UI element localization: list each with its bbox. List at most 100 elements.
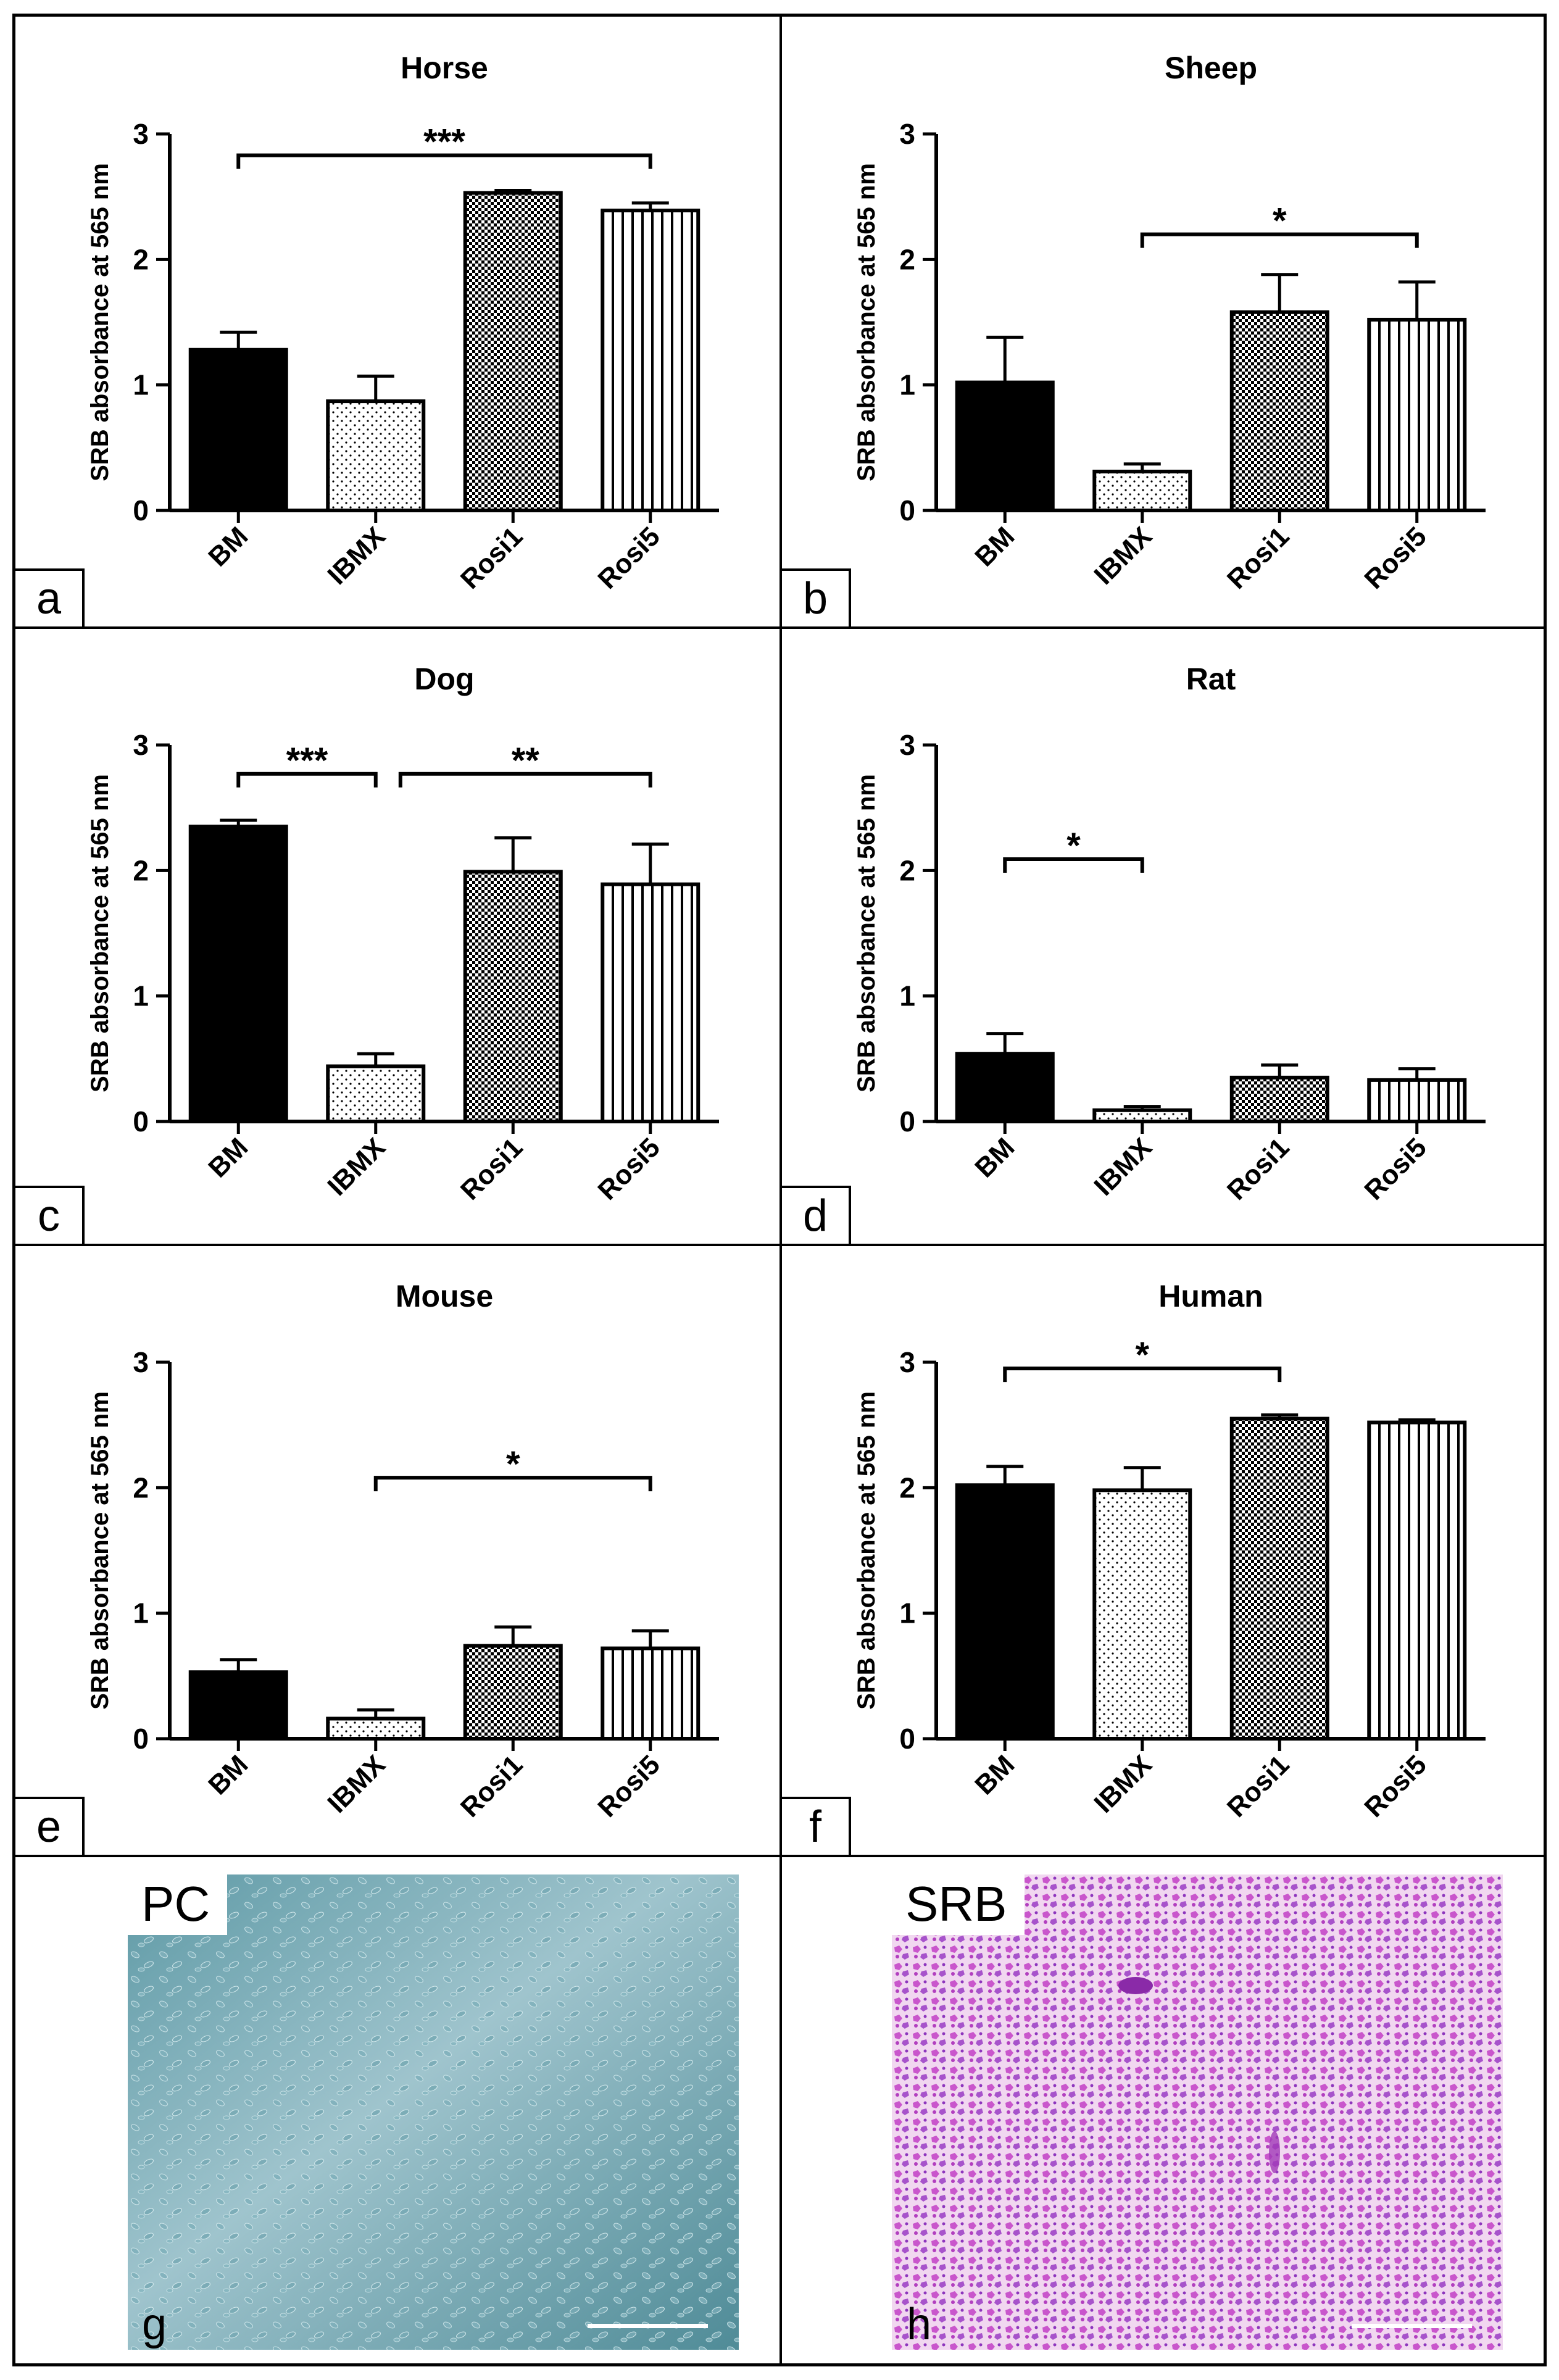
srb-stained-graphic	[892, 1874, 1503, 2350]
x-tick-label: Rosi5	[592, 1749, 665, 1823]
bar-ibmx	[326, 399, 426, 512]
significance-label: *	[1273, 201, 1287, 241]
x-tick-label: Rosi1	[1221, 1132, 1295, 1205]
panel-letter-d: d	[782, 1186, 851, 1245]
y-axis-label: SRB absorbance at 565 nm	[86, 163, 114, 481]
phase-contrast-image: PC	[128, 1874, 739, 2350]
y-axis-label: SRB absorbance at 565 nm	[853, 774, 880, 1092]
y-tick-label: 0	[133, 1105, 149, 1138]
y-tick-label: 0	[899, 1105, 915, 1138]
bar-ibmx	[1092, 469, 1192, 513]
bar-chart: Human SRB absorbance at 565 nm 0 1 2 3 BM IBMX R…	[853, 1279, 1486, 1823]
significance-label: ***	[286, 741, 328, 781]
scale-bar	[1352, 2324, 1472, 2328]
bar-chart: Mouse SRB absorbance at 565 nm 0 1 2 3 BM IBMX R…	[86, 1279, 719, 1823]
x-tick-label: Rosi1	[455, 1132, 528, 1205]
bar-chart: Sheep SRB absorbance at 565 nm 0 1 2 3 BM IBMX R…	[853, 51, 1486, 595]
srb-stained-image: SRB	[892, 1874, 1503, 2350]
significance-bracket	[1140, 232, 1419, 248]
x-tick-label: Rosi5	[592, 521, 665, 594]
y-tick-label: 2	[899, 854, 915, 886]
bar-ibmx	[326, 1716, 426, 1741]
x-tick-label: BM	[202, 1749, 254, 1800]
chart-title: Mouse	[396, 1279, 493, 1313]
panel-letter-c: c	[15, 1186, 85, 1245]
panel-letter-g: g	[142, 2300, 167, 2349]
x-tick-label: Rosi5	[1358, 1749, 1432, 1823]
bar-rosi1	[463, 1644, 563, 1741]
chart-title: Dog	[414, 662, 474, 696]
y-tick-label: 1	[899, 1597, 915, 1629]
bar-chart: Dog SRB absorbance at 565 nm 0 1 2 3 BM IBMX Ros…	[86, 662, 719, 1206]
y-tick-label: 1	[133, 369, 149, 401]
x-tick-label: Rosi5	[1358, 521, 1432, 594]
x-tick-label: Rosi1	[1221, 521, 1295, 594]
panel-letter-e: e	[15, 1797, 85, 1856]
y-tick-label: 0	[133, 494, 149, 526]
significance-bracket	[1003, 857, 1144, 873]
significance-bracket	[1003, 1367, 1282, 1383]
y-tick-label: 3	[133, 1346, 149, 1378]
bar-bm	[955, 1483, 1055, 1741]
y-tick-label: 2	[133, 854, 149, 886]
y-tick-label: 3	[899, 118, 915, 150]
bar-rosi5	[601, 882, 701, 1123]
bar-rosi5	[601, 1646, 701, 1741]
x-tick-label: BM	[969, 521, 1020, 572]
panel-letter-a: a	[15, 568, 85, 628]
x-tick-label: IBMX	[322, 1749, 391, 1818]
bar-ibmx	[1092, 1488, 1192, 1741]
panel-f: Human SRB absorbance at 565 nm 0 1 2 3 BM IBMX R…	[782, 1245, 1544, 1856]
y-tick-label: 3	[899, 1346, 915, 1378]
y-tick-label: 3	[133, 729, 149, 761]
panel-letter-f: f	[782, 1797, 851, 1856]
scale-bar	[588, 2324, 708, 2328]
bar-bm	[188, 347, 288, 512]
bar-chart: Rat SRB absorbance at 565 nm 0 1 2 3 BM IBMX Ros…	[853, 662, 1486, 1206]
significance-bracket	[373, 1476, 652, 1492]
x-tick-label: BM	[202, 1132, 254, 1183]
panel-h: SRB h	[782, 1856, 1544, 2363]
bar-rosi5	[1367, 1420, 1467, 1741]
bar-chart: Horse SRB absorbance at 565 nm 0 1 2 3 BM IBMX R…	[86, 51, 719, 595]
panel-d: Rat SRB absorbance at 565 nm 0 1 2 3 BM IBMX Ros…	[782, 628, 1544, 1245]
x-tick-label: Rosi1	[455, 1749, 528, 1823]
x-tick-label: IBMX	[1088, 521, 1157, 590]
bar-bm	[955, 1052, 1055, 1124]
bar-rosi1	[463, 870, 563, 1123]
significance-bracket	[236, 772, 378, 788]
x-tick-label: BM	[202, 521, 254, 572]
horizontal-divider	[15, 626, 1544, 629]
panel-letter-h: h	[907, 2300, 932, 2349]
photo-label-srb: SRB	[892, 1874, 1025, 1935]
significance-label: *	[1135, 1335, 1149, 1375]
x-tick-label: Rosi5	[592, 1132, 665, 1205]
y-tick-label: 2	[899, 1471, 915, 1504]
figure: Horse SRB absorbance at 565 nm 0 1 2 3 BM IBMX R…	[12, 14, 1547, 2366]
significance-label: **	[512, 741, 540, 781]
panel-b: Sheep SRB absorbance at 565 nm 0 1 2 3 BM IBMX R…	[782, 17, 1544, 628]
bar-ibmx	[1092, 1108, 1192, 1124]
phase-contrast-graphic	[128, 1874, 739, 2350]
bar-rosi5	[601, 209, 701, 512]
x-tick-label: BM	[969, 1132, 1020, 1183]
y-tick-label: 0	[899, 1723, 915, 1755]
chart-title: Human	[1158, 1279, 1263, 1313]
significance-bracket	[236, 153, 652, 169]
x-tick-label: IBMX	[1088, 1749, 1157, 1818]
significance-label: *	[1066, 826, 1081, 866]
y-tick-label: 3	[133, 118, 149, 150]
bar-rosi1	[463, 191, 563, 513]
bar-bm	[188, 1670, 288, 1741]
y-tick-label: 1	[133, 980, 149, 1012]
y-tick-label: 3	[899, 729, 915, 761]
horizontal-divider	[15, 1244, 1544, 1246]
y-tick-label: 1	[133, 1597, 149, 1629]
bar-rosi5	[1367, 317, 1467, 512]
x-tick-label: IBMX	[1088, 1132, 1157, 1201]
significance-label: ***	[423, 122, 465, 162]
y-tick-label: 2	[133, 243, 149, 275]
bar-rosi1	[1229, 1417, 1329, 1741]
panel-e: Mouse SRB absorbance at 565 nm 0 1 2 3 BM IBMX R…	[15, 1245, 782, 1856]
x-tick-label: Rosi1	[455, 521, 528, 594]
